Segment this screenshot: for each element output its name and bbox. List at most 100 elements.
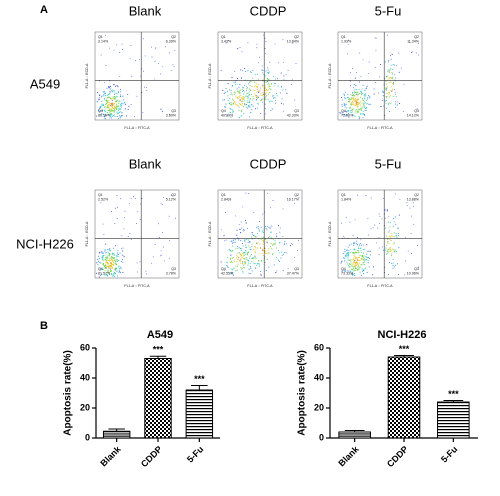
cell-dot bbox=[273, 97, 275, 99]
cell-dot bbox=[122, 254, 124, 256]
cell-dot bbox=[248, 239, 250, 241]
cell-dot bbox=[404, 274, 406, 276]
cell-dot bbox=[262, 231, 264, 234]
cell-dot bbox=[354, 268, 356, 270]
cell-dot bbox=[107, 263, 109, 265]
cell-dot bbox=[348, 100, 351, 102]
cell-dot bbox=[292, 42, 294, 44]
cell-dot bbox=[106, 274, 108, 276]
cell-dot bbox=[360, 244, 362, 246]
cell-dot bbox=[112, 103, 114, 105]
cell-dot bbox=[256, 263, 258, 265]
cell-dot bbox=[280, 86, 282, 88]
cell-dot bbox=[120, 260, 122, 262]
cell-dot bbox=[358, 102, 360, 104]
cell-dot bbox=[285, 74, 287, 76]
cell-dot bbox=[349, 266, 351, 268]
cell-dot bbox=[223, 269, 225, 271]
cell-dot bbox=[98, 107, 101, 109]
cell-dot bbox=[372, 274, 374, 276]
cell-dot bbox=[117, 100, 119, 102]
cell-dot bbox=[122, 271, 124, 273]
cell-dot bbox=[144, 55, 146, 57]
cell-dot bbox=[354, 219, 356, 221]
cell-dot bbox=[346, 254, 348, 256]
cell-dot bbox=[364, 110, 366, 111]
cell-dot bbox=[355, 100, 357, 102]
cell-dot bbox=[353, 83, 355, 85]
cell-dot bbox=[351, 101, 353, 103]
cell-dot bbox=[240, 240, 242, 242]
y-tick-label: 40 bbox=[80, 372, 90, 382]
cell-dot bbox=[113, 111, 115, 113]
cell-dot bbox=[115, 267, 117, 269]
cell-dot bbox=[393, 89, 395, 91]
quadrant-value: 3.43% bbox=[221, 39, 232, 43]
x-tick-label: CDDP bbox=[385, 444, 410, 469]
y-axis-label: FL1-A :: ECD-A bbox=[208, 221, 212, 246]
cell-dot bbox=[242, 230, 244, 232]
cell-dot bbox=[364, 102, 366, 104]
cell-dot bbox=[110, 257, 112, 259]
cell-dot bbox=[260, 273, 262, 275]
cell-dot bbox=[390, 253, 392, 255]
quadrant-name: Q3 bbox=[414, 109, 419, 113]
cell-dot bbox=[235, 257, 237, 259]
cell-dot bbox=[358, 81, 361, 83]
cell-dot bbox=[243, 228, 245, 231]
cell-dot bbox=[256, 73, 259, 75]
cell-dot bbox=[347, 263, 349, 265]
cell-dot bbox=[232, 239, 234, 241]
cell-dot bbox=[264, 37, 266, 39]
cell-dot bbox=[230, 104, 232, 106]
cell-dot bbox=[386, 34, 388, 36]
cell-dot bbox=[368, 266, 370, 268]
cell-dot bbox=[234, 259, 236, 261]
cell-dot bbox=[245, 222, 247, 224]
cell-dot bbox=[105, 267, 107, 269]
cell-dot bbox=[103, 116, 106, 118]
cell-dot bbox=[367, 234, 369, 236]
cell-dot bbox=[112, 105, 114, 107]
cell-dot bbox=[280, 102, 282, 104]
cell-dot bbox=[249, 97, 252, 100]
cell-dot bbox=[254, 85, 256, 87]
cell-dot bbox=[110, 259, 112, 261]
quadrant-name: Q2 bbox=[294, 35, 299, 39]
cell-dot bbox=[372, 266, 374, 268]
cell-dot bbox=[253, 258, 255, 260]
cell-dot bbox=[104, 274, 106, 276]
column-header: Blank bbox=[129, 156, 162, 171]
cell-dot bbox=[260, 99, 262, 102]
cell-dot bbox=[100, 202, 102, 204]
cell-dot bbox=[254, 250, 256, 253]
cell-dot bbox=[361, 99, 363, 101]
cell-dot bbox=[394, 250, 396, 252]
cell-dot bbox=[98, 99, 100, 101]
cell-dot bbox=[100, 54, 102, 56]
cell-dot bbox=[162, 231, 163, 233]
cell-dot bbox=[295, 63, 297, 65]
cell-dot bbox=[267, 86, 269, 88]
column-header: CDDP bbox=[250, 156, 287, 171]
cell-dot bbox=[275, 257, 277, 259]
quadrant-name: Q4 bbox=[221, 267, 226, 271]
cell-dot bbox=[344, 251, 346, 253]
y-tick-label: 60 bbox=[314, 342, 324, 352]
cell-dot bbox=[395, 103, 397, 105]
cell-dot bbox=[251, 243, 253, 245]
cell-dot bbox=[341, 97, 343, 99]
cell-dot bbox=[225, 103, 227, 105]
cell-dot bbox=[236, 234, 238, 236]
cell-dot bbox=[110, 99, 112, 101]
cell-dot bbox=[111, 255, 113, 257]
cell-dot bbox=[374, 37, 376, 39]
cell-dot bbox=[365, 93, 367, 95]
cell-dot bbox=[116, 195, 118, 197]
cell-dot bbox=[229, 107, 231, 109]
cell-dot bbox=[282, 270, 284, 271]
cell-dot bbox=[225, 42, 227, 44]
cell-dot bbox=[357, 93, 359, 95]
cell-dot bbox=[246, 95, 248, 97]
cell-dot bbox=[360, 274, 363, 276]
